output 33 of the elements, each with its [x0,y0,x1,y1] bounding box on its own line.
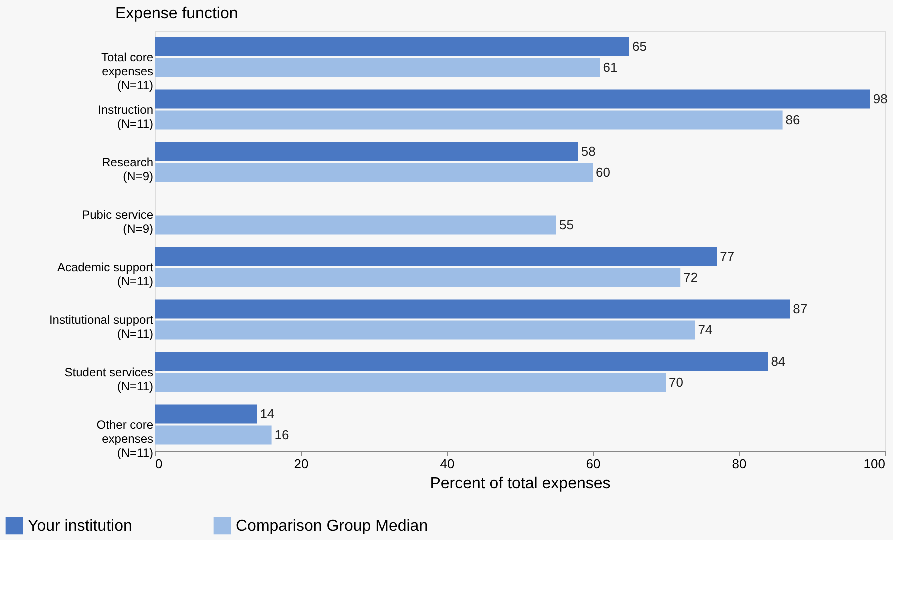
x-tick-label: 20 [294,456,309,472]
x-tick-label: 100 [864,456,886,472]
x-tick-label: 80 [732,456,747,472]
data-label: 61 [603,60,618,75]
legend-label: Comparison Group Median [236,518,428,535]
data-label: 72 [684,270,698,285]
x-axis-title: Percent of total expenses [430,476,611,492]
data-label: 16 [274,427,290,442]
data-label: 14 [260,406,275,422]
x-tick-label: 60 [586,456,601,472]
data-label: 65 [632,38,647,54]
y-tick-label: Other core expenses (N=11) [96,418,154,460]
x-tick-label: 40 [440,456,455,472]
data-label: 98 [873,91,888,106]
data-label: 58 [581,144,596,159]
data-label: 60 [596,164,610,180]
y-tick-label: Pubic service (N=9) [82,208,154,236]
x-tick-label: 0 [156,456,163,472]
y-axis-title: Expense function [116,6,238,22]
y-tick-label: Instruction (N=11) [98,102,154,131]
y-tick-label: Institutional support (N=11) [49,312,154,341]
data-label: 74 [698,322,713,338]
data-label: 55 [560,217,574,232]
y-tick-label: Academic support (N=11) [57,260,154,288]
data-label: 70 [669,374,684,390]
data-label: 86 [786,112,800,128]
data-label: 87 [793,301,808,316]
data-label: 84 [771,354,786,369]
y-tick-label: Student services (N=11) [64,365,154,394]
y-tick-label: Research (N=9) [102,155,154,184]
y-tick-label: Total core expenses (N=11) [101,50,154,92]
legend-label: Your institution [28,518,132,535]
data-label: 77 [720,248,735,264]
